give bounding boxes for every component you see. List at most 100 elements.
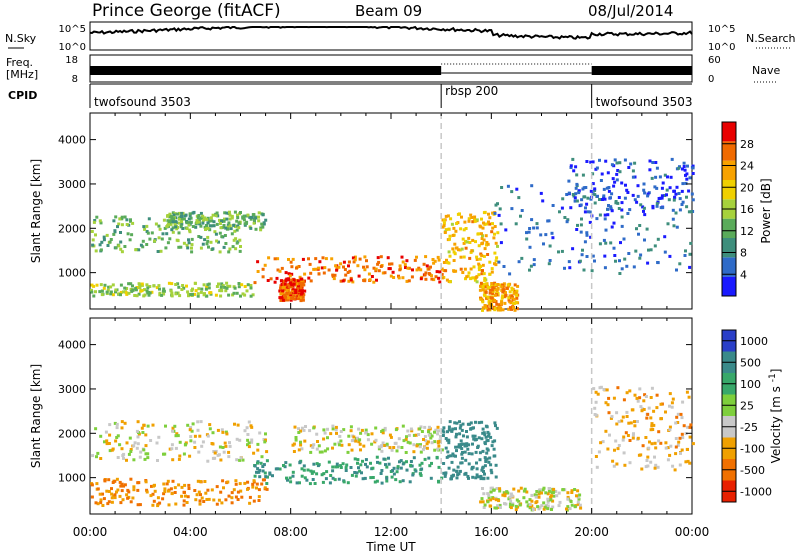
range-gate-cell: [649, 428, 653, 432]
range-gate-cell: [623, 257, 627, 261]
range-gate-cell: [479, 477, 483, 481]
range-gate-cell: [334, 465, 338, 469]
range-gate-cell: [225, 286, 229, 290]
range-gate-cell: [620, 215, 624, 219]
range-gate-cell: [110, 500, 114, 504]
range-gate-cell: [162, 218, 166, 222]
range-gate-cell: [452, 473, 455, 477]
range-gate-cell: [596, 392, 600, 396]
range-gate-cell: [480, 242, 484, 246]
range-gate-cell: [106, 502, 110, 506]
range-gate-cell: [478, 288, 482, 292]
range-gate-cell: [98, 219, 102, 223]
range-gate-cell: [685, 177, 689, 181]
range-gate-cell: [509, 506, 513, 510]
range-gate-cell: [677, 440, 681, 444]
range-gate-cell: [614, 201, 618, 205]
range-gate-cell: [483, 247, 487, 251]
range-gate-cell: [246, 283, 250, 287]
range-gate-cell: [161, 497, 165, 501]
range-gate-cell: [120, 250, 124, 254]
range-gate-cell: [636, 420, 639, 423]
range-gate-cell: [460, 428, 464, 432]
range-gate-cell: [443, 472, 447, 476]
range-gate-cell: [117, 292, 121, 296]
range-gate-cell: [482, 238, 486, 242]
range-gate-cell: [218, 222, 222, 225]
range-gate-cell: [493, 299, 497, 302]
range-gate-cell: [357, 466, 360, 470]
range-gate-cell: [442, 261, 446, 264]
power-y-axis-label: Slant Range [km]: [29, 159, 43, 263]
range-gate-cell: [174, 225, 178, 229]
range-gate-cell: [208, 423, 212, 427]
range-gate-cell: [610, 415, 614, 419]
range-gate-cell: [174, 220, 178, 224]
range-gate-cell: [222, 225, 226, 229]
range-gate-cell: [647, 446, 651, 450]
range-gate-cell: [390, 448, 394, 452]
range-gate-cell: [400, 446, 404, 449]
range-gate-cell: [110, 448, 114, 452]
range-gate-cell: [500, 186, 504, 189]
range-gate-cell: [487, 493, 491, 497]
range-gate-cell: [680, 203, 684, 206]
range-gate-cell: [356, 264, 360, 268]
range-gate-cell: [516, 284, 520, 288]
range-gate-cell: [622, 451, 626, 455]
range-gate-cell: [190, 246, 193, 250]
range-gate-cell: [482, 470, 485, 473]
range-gate-cell: [166, 241, 170, 245]
range-gate-cell: [255, 486, 258, 490]
range-gate-cell: [171, 211, 175, 215]
range-gate-cell: [347, 264, 350, 268]
range-gate-cell: [166, 214, 169, 218]
range-gate-cell: [447, 466, 451, 470]
range-gate-cell: [654, 446, 658, 450]
range-gate-cell: [410, 275, 414, 279]
range-gate-cell: [401, 424, 405, 428]
range-gate-cell: [691, 172, 695, 175]
range-gate-cell: [252, 451, 256, 455]
range-gate-cell: [625, 410, 629, 414]
range-gate-cell: [257, 488, 261, 492]
range-gate-cell: [199, 493, 202, 497]
range-gate-cell: [179, 245, 183, 249]
range-gate-cell: [206, 434, 210, 438]
range-gate-cell: [240, 495, 244, 499]
range-gate-cell: [131, 496, 135, 500]
range-gate-cell: [648, 159, 652, 163]
range-gate-cell: [124, 291, 128, 295]
range-gate-cell: [530, 493, 534, 497]
range-gate-cell: [684, 249, 687, 253]
range-gate-cell: [114, 288, 118, 292]
range-gate-cell: [180, 288, 184, 291]
x-tick-label: 00:00: [73, 525, 108, 539]
range-gate-cell: [678, 208, 682, 212]
range-gate-cell: [239, 245, 242, 248]
range-gate-cell: [423, 273, 427, 277]
range-gate-cell: [111, 481, 115, 484]
range-gate-cell: [135, 294, 139, 298]
range-gate-cell: [620, 419, 624, 423]
range-gate-cell: [115, 490, 118, 494]
range-gate-cell: [344, 273, 348, 277]
range-gate-cell: [398, 460, 401, 464]
range-gate-cell: [184, 213, 188, 217]
range-gate-cell: [515, 289, 519, 293]
range-gate-cell: [498, 207, 502, 211]
range-gate-cell: [688, 265, 692, 269]
range-gate-cell: [156, 250, 160, 253]
range-gate-cell: [391, 270, 395, 274]
range-gate-cell: [125, 458, 128, 462]
range-gate-cell: [236, 423, 240, 427]
range-gate-cell: [392, 472, 396, 476]
range-gate-cell: [467, 217, 471, 221]
range-gate-cell: [557, 504, 561, 508]
range-gate-cell: [494, 475, 498, 479]
range-gate-cell: [187, 241, 191, 245]
range-gate-cell: [441, 434, 445, 437]
range-gate-cell: [620, 224, 624, 228]
range-gate-cell: [312, 462, 316, 466]
range-gate-cell: [649, 416, 653, 420]
